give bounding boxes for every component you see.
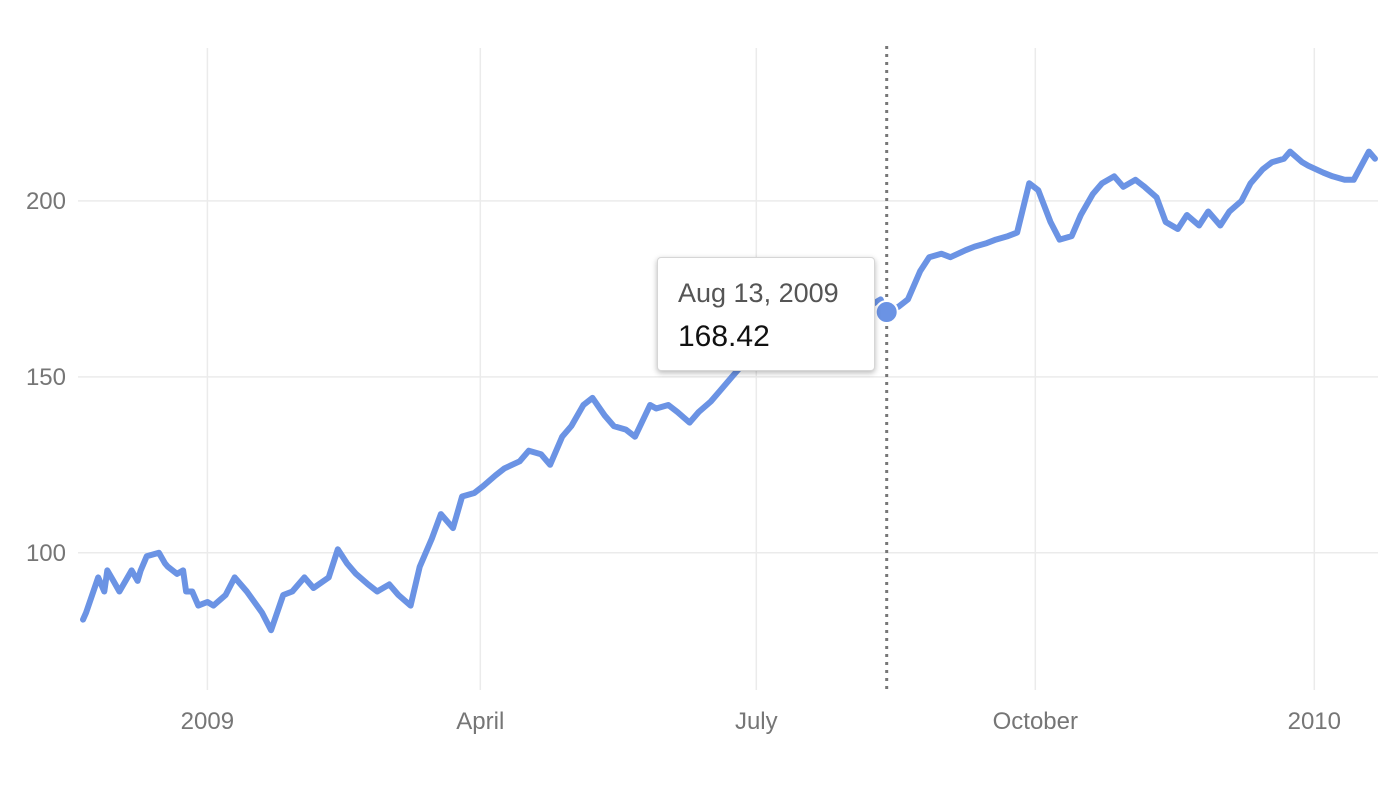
y-axis-ticks: 100 150 200 (26, 188, 66, 567)
x-tick-label: October (993, 708, 1078, 735)
tooltip-date: Aug 13, 2009 (678, 278, 839, 308)
hover-point-marker[interactable] (874, 300, 899, 325)
x-tick-label: April (456, 708, 504, 735)
x-tick-label: July (735, 708, 778, 735)
x-axis-ticks: 2009 April July October 2010 (181, 708, 1341, 735)
y-tick-label: 150 (26, 364, 66, 391)
tooltip-value: 168.42 (678, 320, 770, 353)
tooltip: Aug 13, 2009 168.42 (657, 257, 875, 371)
y-tick-label: 200 (26, 188, 66, 215)
series-line[interactable] (80, 148, 1378, 634)
y-gridlines (78, 200, 1378, 554)
x-tick-label: 2009 (181, 708, 234, 735)
x-tick-label: 2010 (1288, 708, 1341, 735)
y-tick-label: 100 (26, 540, 66, 567)
